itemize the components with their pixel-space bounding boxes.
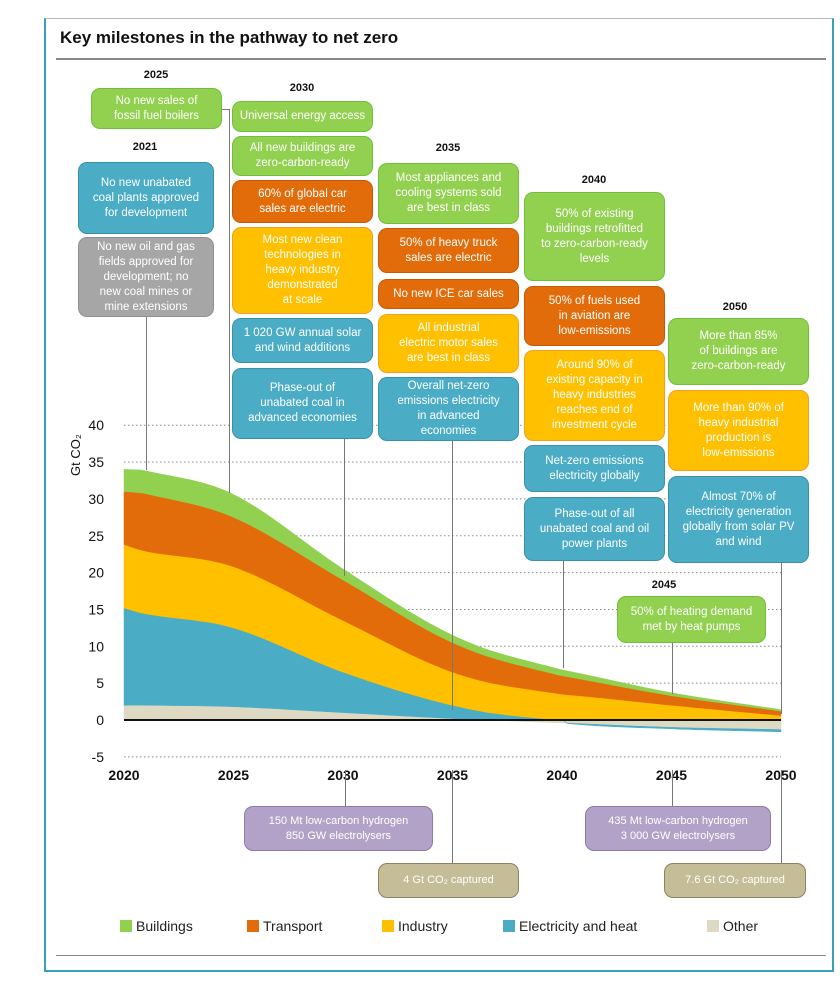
legend-item-transport: Transport	[247, 918, 322, 934]
legend-label: Other	[723, 918, 759, 934]
milestone-box: 50% of existing buildings retrofitted to…	[524, 192, 665, 281]
legend-swatch	[707, 920, 719, 932]
legend-label: Buildings	[136, 918, 193, 934]
bottom-divider	[56, 955, 826, 956]
y-tick-label: 0	[96, 712, 104, 728]
legend-label: Transport	[263, 918, 323, 934]
connector-2030	[344, 438, 345, 576]
milestone-box: All industrial electric motor sales are …	[378, 314, 519, 373]
hydrogen-box-2030: 150 Mt low-carbon hydrogen 850 GW electr…	[244, 806, 433, 851]
connector-below-2030	[345, 770, 346, 806]
legend-item-industry: Industry	[382, 918, 448, 934]
milestone-box: 50% of heavy truck sales are electric	[378, 228, 519, 273]
title-divider	[56, 58, 826, 60]
y-tick-label: 10	[88, 638, 104, 654]
figure-frame	[44, 18, 834, 972]
milestone-box: No new ICE car sales	[378, 279, 519, 309]
milestone-box: No new sales of fossil fuel boilers	[91, 88, 222, 129]
milestone-box: No new oil and gas fields approved for d…	[78, 237, 214, 317]
y-tick-label: 25	[88, 528, 104, 544]
year-label-2025: 2025	[143, 69, 169, 81]
year-label-2030: 2030	[289, 82, 315, 94]
connector-below-2045	[672, 770, 673, 806]
milestone-box: More than 90% of heavy industrial produc…	[668, 390, 809, 471]
legend-label: Electricity and heat	[519, 918, 638, 934]
y-tick-label: 30	[88, 491, 104, 507]
legend-item-other: Other	[707, 918, 758, 934]
ccus-box-2050: 7.6 Gt CO₂ captured	[664, 863, 806, 898]
connector-2050	[781, 562, 782, 714]
legend-swatch	[503, 920, 515, 932]
milestone-box: Almost 70% of electricity generation glo…	[668, 476, 809, 563]
connector-2035	[452, 440, 453, 710]
milestone-box: Phase-out of all unabated coal and oil p…	[524, 497, 665, 561]
year-label-2035: 2035	[435, 142, 461, 154]
ccus-box-2035: 4 Gt CO₂ captured	[378, 863, 519, 898]
x-tick-label: 2020	[108, 767, 139, 783]
milestone-box: No new unabated coal plants approved for…	[78, 162, 214, 234]
milestone-box: Most appliances and cooling systems sold…	[378, 163, 519, 224]
legend-item-buildings: Buildings	[120, 918, 193, 934]
legend-item-electricity: Electricity and heat	[503, 918, 637, 934]
y-tick-label: -5	[92, 749, 105, 765]
y-tick-label: 15	[88, 601, 104, 617]
legend-swatch	[247, 920, 259, 932]
milestone-box: All new buildings are zero-carbon-ready	[232, 136, 373, 176]
legend: Buildings Transport Industry Electricity…	[0, 918, 840, 938]
connector-2025	[229, 109, 230, 493]
connector-below-2050	[781, 770, 782, 863]
hydrogen-box-2045: 435 Mt low-carbon hydrogen 3 000 GW elec…	[585, 806, 771, 851]
legend-label: Industry	[398, 918, 448, 934]
milestone-box: 50% of heating demand met by heat pumps	[617, 596, 766, 643]
year-label-2050: 2050	[722, 301, 748, 313]
legend-swatch	[382, 920, 394, 932]
milestone-box: Around 90% of existing capacity in heavy…	[524, 350, 665, 441]
year-label-2045: 2045	[651, 579, 677, 591]
y-tick-label: 20	[88, 565, 104, 581]
y-tick-label: 5	[96, 675, 104, 691]
connector-2040	[563, 560, 564, 668]
y-axis-label: Gt CO₂	[68, 434, 83, 476]
x-tick-label: 2025	[218, 767, 249, 783]
year-label-2021: 2021	[132, 141, 158, 153]
milestone-box: Net-zero emissions electricity globally	[524, 445, 665, 492]
x-tick-label: 2040	[546, 767, 577, 783]
year-label-2040: 2040	[581, 174, 607, 186]
legend-swatch	[120, 920, 132, 932]
connector-below-2035	[452, 770, 453, 863]
milestone-box: 50% of fuels used in aviation are low-em…	[524, 286, 665, 346]
milestone-box: More than 85% of buildings are zero-carb…	[668, 318, 809, 385]
x-tick-label: 2045	[656, 767, 687, 783]
x-tick-label: 2030	[327, 767, 358, 783]
milestone-box: Phase-out of unabated coal in advanced e…	[232, 368, 373, 439]
milestone-box: Most new clean technologies in heavy ind…	[232, 227, 373, 314]
connector-2021	[146, 316, 147, 470]
y-tick-label: 35	[88, 454, 104, 470]
connector-2045	[672, 642, 673, 694]
milestone-box: 1 020 GW annual solar and wind additions	[232, 318, 373, 363]
figure-title: Key milestones in the pathway to net zer…	[60, 28, 399, 47]
y-tick-label: 40	[88, 417, 104, 433]
milestone-box: Universal energy access	[232, 101, 373, 132]
connector-2025	[221, 109, 229, 110]
milestone-box: 60% of global car sales are electric	[232, 180, 373, 223]
milestone-box: Overall net-zero emissions electricity i…	[378, 377, 519, 441]
